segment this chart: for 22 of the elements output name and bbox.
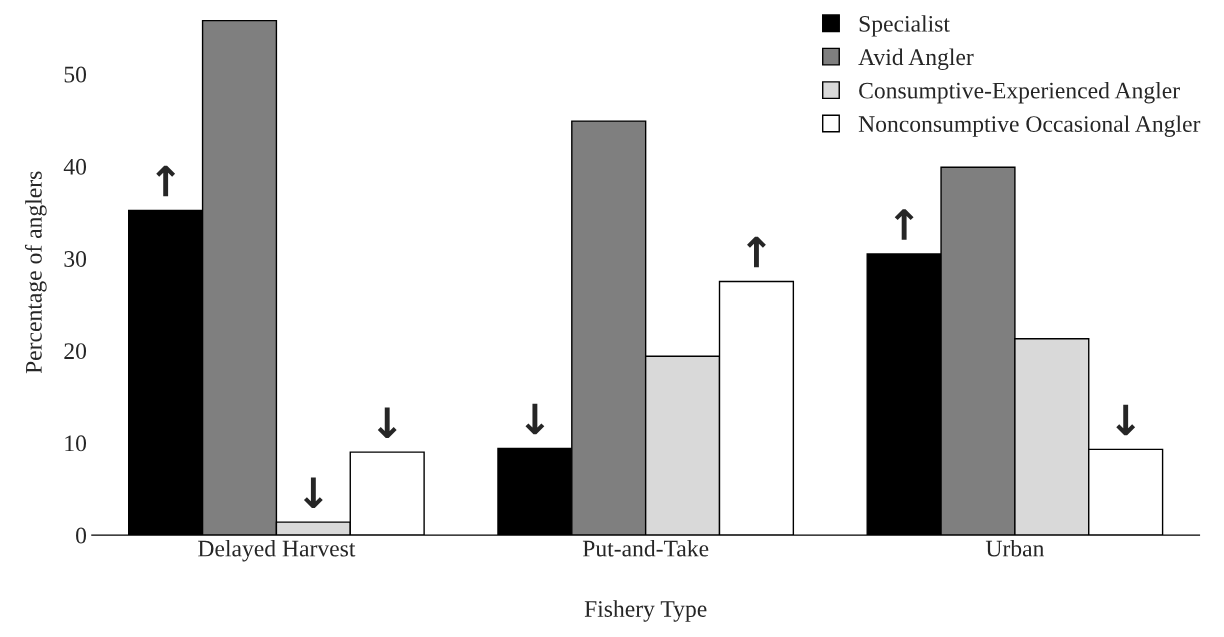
legend-label: Consumptive-Experienced Angler (859, 81, 1180, 104)
legend-label: Specialist (859, 15, 950, 37)
x-tick-label: Delayed Harvest (198, 539, 356, 562)
legend-label: Avid Angler (858, 48, 974, 71)
y-tick-label: 20 (64, 343, 87, 360)
data-label: ↑ (156, 165, 176, 197)
data-label: ↑ (747, 236, 766, 268)
y-tick-label: 30 (64, 250, 87, 267)
legend-label: Nonconsumptive Occasional Angler (858, 115, 1201, 137)
x-axis-title: Fishery Type (584, 600, 707, 622)
y-tick-label: 0 (76, 527, 87, 544)
data-label: ↓ (303, 477, 323, 509)
data-label: ↓ (525, 403, 545, 435)
x-tick-label: Urban (985, 539, 1045, 557)
x-tick-label: Put-and-Take (582, 539, 709, 557)
data-label: ↓ (377, 407, 397, 439)
y-tick-label: 50 (64, 66, 87, 83)
y-axis-title: Percentage of anglers (24, 171, 47, 374)
data-label: ↓ (1116, 404, 1136, 436)
y-tick-label: 40 (63, 158, 87, 175)
y-tick-label: 10 (65, 435, 87, 452)
data-label: ↑ (894, 209, 914, 240)
